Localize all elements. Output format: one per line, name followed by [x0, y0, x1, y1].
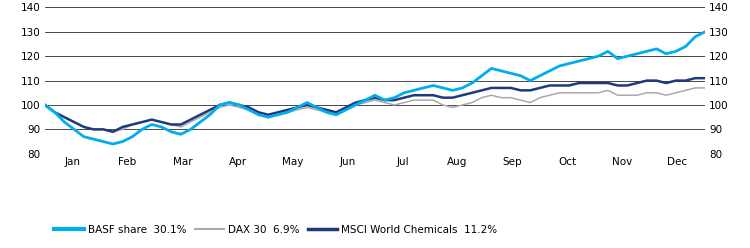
Legend: BASF share  30.1%, DAX 30  6.9%, MSCI World Chemicals  11.2%: BASF share 30.1%, DAX 30 6.9%, MSCI Worl… [50, 221, 501, 239]
